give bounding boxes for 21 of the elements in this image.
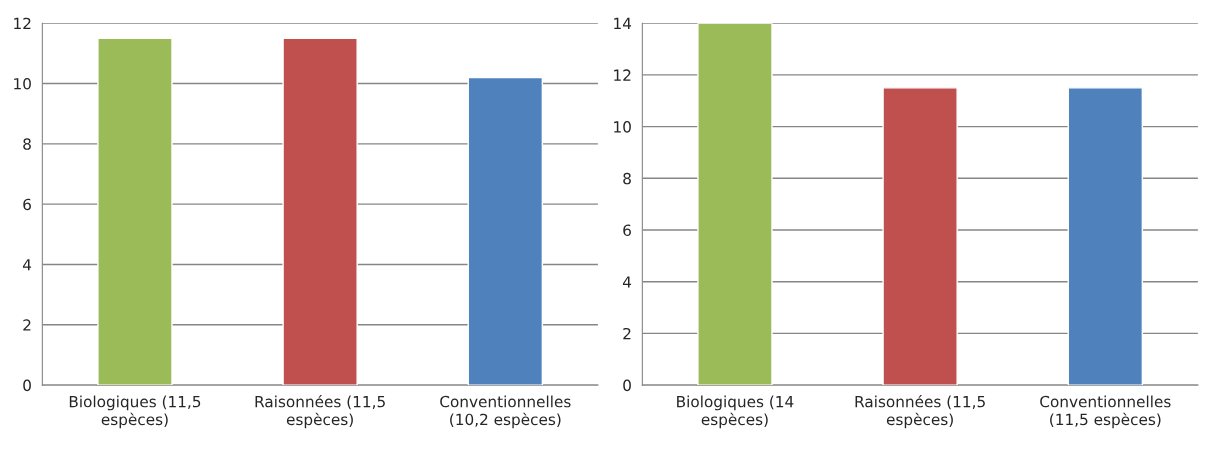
y-tick-label: 6 xyxy=(623,224,631,237)
x-tick-label: Conventionnelles (11,5 espèces) xyxy=(1040,395,1171,429)
y-tick-label: 0 xyxy=(23,379,31,392)
y-tick-label: 4 xyxy=(622,276,632,288)
x-tick-label: Biologiques (14 espèces) xyxy=(677,395,794,429)
y-tick-label: 10 xyxy=(14,77,31,90)
y-tick-label: 12 xyxy=(14,17,31,29)
y-tick-label: 12 xyxy=(614,69,631,81)
y-tick-label: 8 xyxy=(623,172,631,185)
y-tick-label: 4 xyxy=(22,259,32,271)
x-tick-label: Biologiques (11,5 espèces) xyxy=(69,395,201,429)
x-tick-label: Raisonnées (11,5 espèces) xyxy=(855,394,985,429)
y-tick-label: 0 xyxy=(623,379,631,392)
x-tick-label: Raisonnées (11,5 espèces) xyxy=(255,394,385,429)
x-tick-label: Conventionnelles (10,2 espèces) xyxy=(440,395,571,429)
y-tick-label: 14 xyxy=(614,17,632,29)
y-tick-label: 10 xyxy=(614,121,631,133)
y-tick-label: 2 xyxy=(23,319,31,331)
y-tick-label: 2 xyxy=(623,327,631,340)
y-tick-label: 6 xyxy=(23,198,31,211)
y-tick-label: 8 xyxy=(23,138,31,150)
